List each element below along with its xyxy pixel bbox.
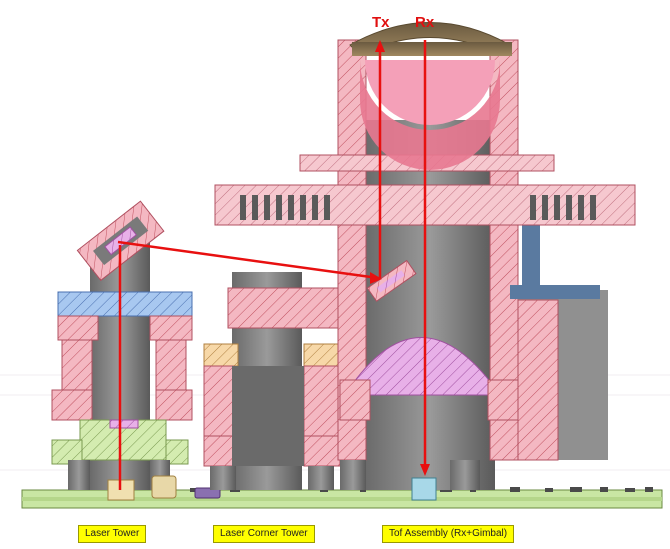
pcb-board [21,486,663,509]
beam-path [117,40,427,490]
label-tof-assembly: Tof Assembly (Rx+Gimbal) [382,525,515,543]
tx-tag: Tx [372,14,390,31]
tx-arrowhead [375,40,385,52]
rx-arrowhead [420,464,430,476]
rx-tag: Rx [415,14,435,31]
beam-arrowheads [370,40,430,476]
laser-to-corner-beam [117,240,379,280]
corner-arrowhead [370,272,382,284]
label-laser-corner-tower: Laser Corner Tower [213,525,315,543]
laser-tower [51,200,193,501]
label-laser-tower: Laser Tower [78,525,147,543]
laser-corner-tower [203,272,379,490]
